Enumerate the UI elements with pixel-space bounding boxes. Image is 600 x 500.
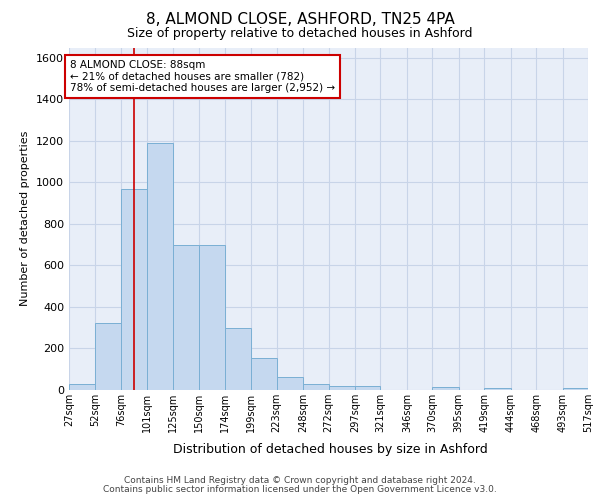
Y-axis label: Number of detached properties: Number of detached properties	[20, 131, 31, 306]
Text: Contains public sector information licensed under the Open Government Licence v3: Contains public sector information licen…	[103, 485, 497, 494]
Text: Distribution of detached houses by size in Ashford: Distribution of detached houses by size …	[173, 442, 487, 456]
Bar	[355, 386, 380, 390]
Bar	[69, 384, 95, 390]
Text: Contains HM Land Registry data © Crown copyright and database right 2024.: Contains HM Land Registry data © Crown c…	[124, 476, 476, 485]
Bar	[251, 358, 277, 390]
Bar	[95, 322, 121, 390]
Text: Size of property relative to detached houses in Ashford: Size of property relative to detached ho…	[127, 28, 473, 40]
Bar	[563, 388, 588, 390]
Bar	[199, 244, 224, 390]
Bar	[303, 384, 329, 390]
Bar	[277, 376, 303, 390]
Bar	[148, 143, 173, 390]
Text: 8 ALMOND CLOSE: 88sqm
← 21% of detached houses are smaller (782)
78% of semi-det: 8 ALMOND CLOSE: 88sqm ← 21% of detached …	[70, 60, 335, 93]
Bar	[121, 188, 148, 390]
Bar	[224, 328, 251, 390]
Text: 8, ALMOND CLOSE, ASHFORD, TN25 4PA: 8, ALMOND CLOSE, ASHFORD, TN25 4PA	[146, 12, 454, 28]
Bar	[173, 244, 199, 390]
Bar	[329, 386, 355, 390]
Bar	[432, 387, 459, 390]
Bar	[484, 388, 511, 390]
